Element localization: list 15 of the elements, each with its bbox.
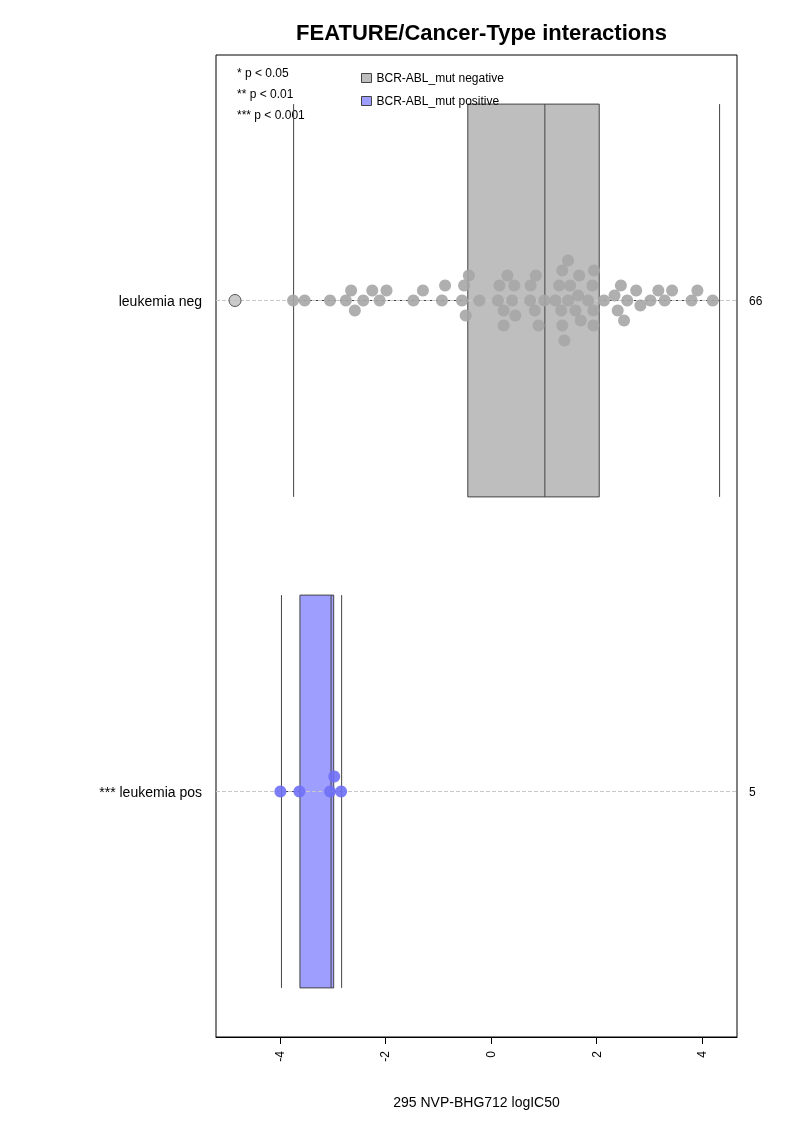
x-tick-label: 2 (589, 1050, 604, 1058)
chart-title: FEATURE/Cancer-Type interactions (296, 19, 667, 45)
annotation: ** p < 0.01 (237, 87, 294, 101)
legend-label: BCR-ABL_mut positive (376, 94, 500, 108)
x-tick-label: 0 (484, 1050, 499, 1058)
x-tick-label: -2 (378, 1050, 393, 1062)
x-tick-label: -4 (272, 1050, 287, 1062)
annotation: * p < 0.05 (237, 66, 290, 80)
y-tick-label: *** leukemia pos (99, 783, 202, 800)
y2-tick-label: 66 (749, 293, 763, 308)
y2-tick-label: 5 (749, 784, 756, 799)
x-axis-title: 295 NVP-BHG712 logIC50 (393, 1094, 560, 1110)
y-tick-label: leukemia neg (118, 292, 202, 309)
x-tick-label: 4 (695, 1050, 710, 1058)
legend-label: BCR-ABL_mut negative (376, 71, 505, 85)
